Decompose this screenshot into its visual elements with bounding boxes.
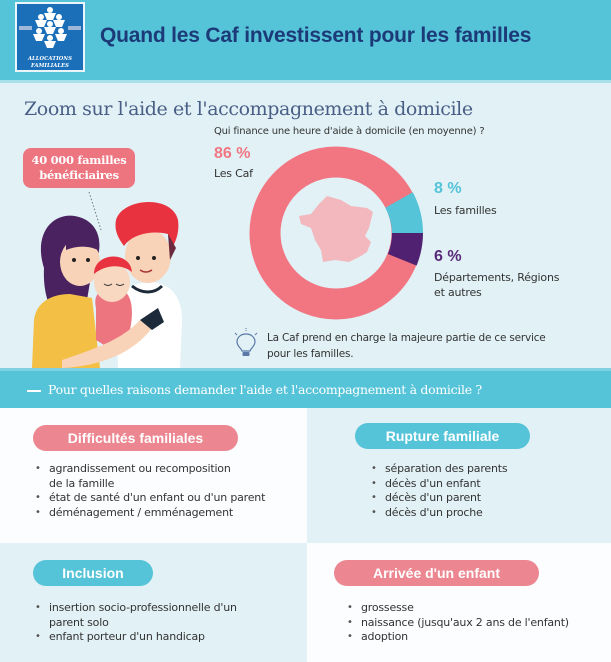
families-label: Les familles xyxy=(434,204,497,217)
list-item-continuation: parent solo xyxy=(49,615,109,629)
reason-badge: Difficultés familiales xyxy=(33,425,238,451)
families-percentage: 8 % xyxy=(434,180,462,197)
tip-text: La Caf prend en charge la majeure partie… xyxy=(267,330,607,362)
funding-donut-chart xyxy=(249,146,423,320)
reason-list: agrandissement ou recomposition de la fa… xyxy=(35,462,265,520)
beneficiaries-count: 40 000 familles xyxy=(31,153,127,167)
list-item: enfant porteur d'un handicap xyxy=(35,630,237,645)
france-map-icon xyxy=(299,196,373,262)
reason-card-child-arrival: Arrivée d'un enfant grossesse naissance … xyxy=(307,543,611,662)
header-banner: ALLOCATIONS FAMILIALES Quand les Caf inv… xyxy=(0,0,611,80)
logo-text-line2: FAMILIALES xyxy=(30,63,70,69)
list-item: naissance (jusqu'aux 2 ans de l'enfant) xyxy=(347,616,569,631)
reason-list: séparation des parents décès d'un enfant… xyxy=(371,462,508,521)
departments-label-line1: Départements, Régions xyxy=(434,271,560,284)
list-item-continuation: de la famille xyxy=(49,476,115,490)
tip-text-line1: La Caf prend en charge la majeure partie… xyxy=(267,332,546,344)
family-illustration-icon xyxy=(32,201,182,368)
dash-icon xyxy=(27,390,41,392)
donut-slice-departments xyxy=(387,233,423,266)
reason-list: insertion socio-professionnelle d'un par… xyxy=(35,601,237,645)
caf-families-logo-icon xyxy=(19,7,81,48)
beneficiaries-bubble: 40 000 familles bénéficiaires xyxy=(23,148,135,188)
list-item: agrandissement ou recomposition xyxy=(35,462,265,477)
chart-question: Qui finance une heure d'aide à domicile … xyxy=(214,126,485,137)
reason-card-family-difficulties: Difficultés familiales agrandissement ou… xyxy=(0,408,307,543)
reasons-title: Pour quelles raisons demander l'aide et … xyxy=(48,382,482,397)
departments-label: Départements, Régions et autres xyxy=(434,270,559,300)
reason-card-family-breakup: Rupture familiale séparation des parents… xyxy=(307,408,611,543)
logo-text-line1: ALLOCATIONS xyxy=(27,56,73,62)
reason-badge: Arrivée d'un enfant xyxy=(334,560,539,586)
donut-slice-families xyxy=(385,192,423,233)
caf-logo: ALLOCATIONS FAMILIALES xyxy=(15,2,85,72)
list-item: adoption xyxy=(347,630,569,645)
list-item: séparation des parents xyxy=(371,462,508,477)
caf-label: Les Caf xyxy=(214,167,253,180)
page-title: Quand les Caf investissent pour les fami… xyxy=(100,24,532,47)
caf-percentage: 86 % xyxy=(214,145,251,162)
list-item: décès d'un parent xyxy=(371,491,507,506)
list-item: déménagement / emménagement xyxy=(35,506,265,521)
list-item: grossesse xyxy=(347,601,569,616)
departments-label-line2: et autres xyxy=(434,286,482,299)
list-item: insertion socio-professionnelle d'un xyxy=(35,601,237,616)
beneficiaries-label: bénéficiaires xyxy=(39,168,119,182)
reason-card-inclusion: Inclusion insertion socio-professionnell… xyxy=(0,543,307,662)
reason-badge: Rupture familiale xyxy=(355,423,530,449)
list-item: état de santé d'un enfant ou d'un parent xyxy=(35,491,265,506)
reason-list: grossesse naissance (jusqu'aux 2 ans de … xyxy=(347,601,569,645)
list-item: décès d'un proche xyxy=(371,506,507,521)
tip-text-line2: pour les familles. xyxy=(267,348,354,360)
lightbulb-icon xyxy=(234,328,258,356)
list-item: décès d'un enfant xyxy=(371,477,507,492)
reason-badge: Inclusion xyxy=(33,560,153,586)
departments-percentage: 6 % xyxy=(434,248,462,265)
reasons-heading-bar: Pour quelles raisons demander l'aide et … xyxy=(0,368,611,408)
section-title: Zoom sur l'aide et l'accompagnement à do… xyxy=(24,98,473,120)
